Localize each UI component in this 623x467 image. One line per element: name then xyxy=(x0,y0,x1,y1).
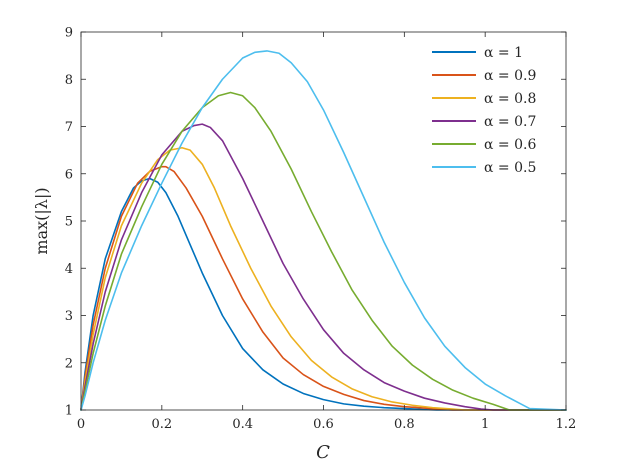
y-tick-label: 2 xyxy=(65,356,73,371)
y-tick-label: 5 xyxy=(65,215,73,230)
y-tick-label: 4 xyxy=(65,262,73,277)
legend: α = 1 α = 0.9 α = 0.8 α = 0.7 α = 0.6 α = 0.5 xyxy=(432,45,536,176)
legend-label-5: α = 0.6 xyxy=(484,137,536,153)
plot-area xyxy=(81,32,566,410)
series-line-3 xyxy=(80,146,567,411)
legend-label-4: α = 0.7 xyxy=(484,114,536,130)
series-line-4 xyxy=(80,123,567,411)
y-tick-label: 8 xyxy=(65,73,73,88)
series-line-5 xyxy=(80,91,567,411)
x-tick-label: 1.2 xyxy=(556,417,577,432)
series-layer xyxy=(80,50,567,411)
legend-label-3: α = 0.8 xyxy=(484,91,536,107)
ticks-layer: 0 0.2 0.4 0.6 0.8 1 1.2 1 2 3 4 5 6 7 8 9 xyxy=(65,26,577,433)
y-tick-label: 7 xyxy=(65,120,73,135)
y-tick-label: 3 xyxy=(65,309,73,324)
x-axis-label: C xyxy=(316,442,330,463)
x-tick-label: 0.6 xyxy=(313,417,334,432)
x-tick-label: 0 xyxy=(77,417,85,432)
y-tick-label: 1 xyxy=(65,404,73,419)
legend-label-1: α = 1 xyxy=(484,45,523,61)
y-tick-label: 9 xyxy=(65,26,73,41)
legend-label-2: α = 0.9 xyxy=(484,68,536,84)
y-axis-label: max(|λ|) xyxy=(32,187,51,254)
x-tick-label: 0.8 xyxy=(394,417,415,432)
x-tick-label: 0.4 xyxy=(232,417,253,432)
series-line-1 xyxy=(80,177,567,411)
legend-label-6: α = 0.5 xyxy=(484,160,536,176)
y-tick-label: 6 xyxy=(65,167,73,182)
series-line-6 xyxy=(80,50,567,411)
x-tick-label: 1 xyxy=(481,417,489,432)
series-line-2 xyxy=(80,165,567,411)
x-tick-label: 0.2 xyxy=(151,417,172,432)
